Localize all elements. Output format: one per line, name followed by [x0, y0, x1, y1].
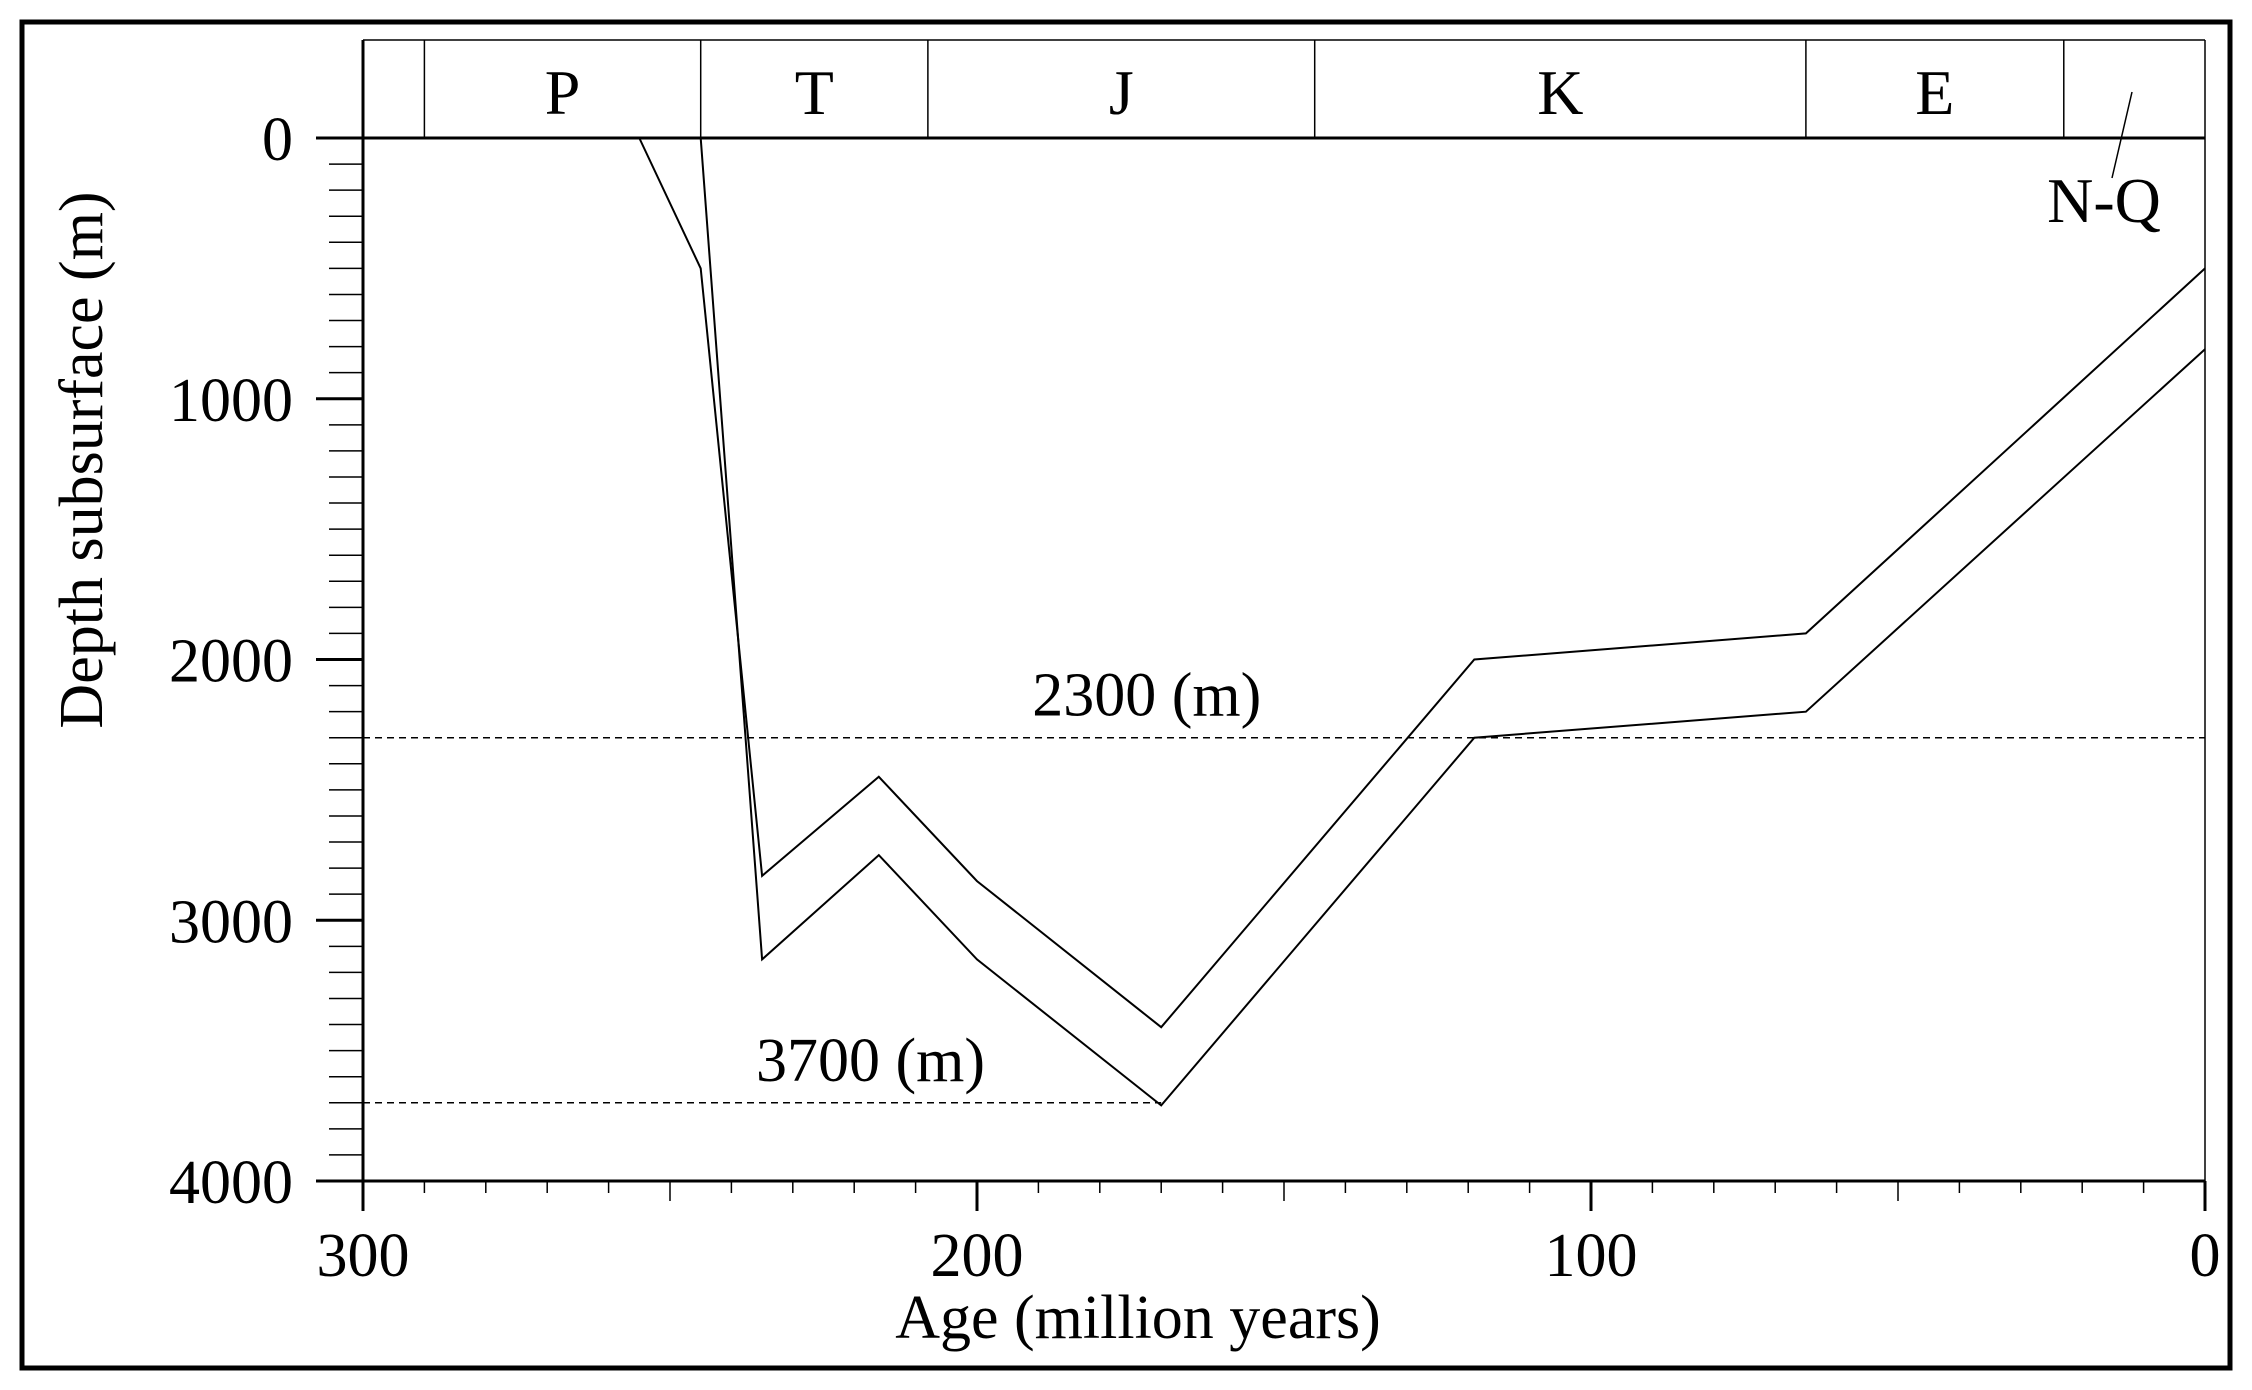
x-axis-title: Age (million years): [895, 1284, 1381, 1352]
period-label-k: K: [1537, 57, 1583, 128]
period-label-t: T: [795, 57, 834, 128]
y-tick-label: 3000: [169, 888, 293, 956]
period-label-j: J: [1109, 57, 1134, 128]
series-lines: [638, 137, 2206, 1107]
axis-labels: Age (million years) Depth subsurface (m): [48, 191, 1381, 1352]
x-tick-label: 200: [931, 1222, 1024, 1290]
x-tick-label: 100: [1545, 1222, 1638, 1290]
x-tick-label: 300: [317, 1222, 410, 1290]
x-tick-label: 0: [2190, 1222, 2221, 1290]
period-leader: [2111, 91, 2133, 179]
series-line-2: [699, 137, 2206, 1107]
outer-border: [19, 19, 2233, 1371]
period-label-p: P: [545, 57, 581, 128]
reference-label: 2300 (m): [1032, 662, 1261, 730]
reference-label: 3700 (m): [756, 1027, 985, 1095]
reference-lines: 2300 (m) 3700 (m): [363, 662, 2205, 1104]
y-axis-title: Depth subsurface (m): [48, 191, 116, 728]
y-tick-label: 0: [262, 106, 293, 174]
period-label-e: E: [1915, 57, 1954, 128]
series-line-1: [638, 137, 2206, 1029]
y-tick-label: 2000: [169, 628, 293, 696]
period-band: P T J K E N-Q: [423, 40, 2161, 236]
y-tick-label: 4000: [169, 1149, 293, 1217]
y-tick-label: 1000: [169, 367, 293, 435]
period-label-n-q: N-Q: [2047, 165, 2161, 236]
